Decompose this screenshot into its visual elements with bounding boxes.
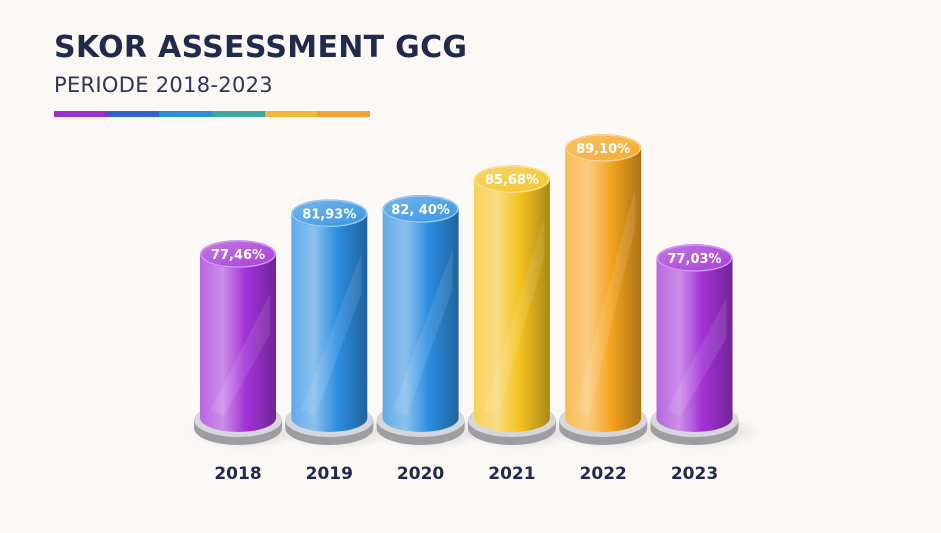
chart-subtitle: PERIODE 2018-2023	[54, 73, 273, 97]
stripe-segment	[106, 111, 160, 117]
bar-body	[473, 179, 550, 432]
bar-2018: 77,46% 2018	[188, 240, 304, 484]
bar-cap-rim	[291, 199, 367, 227]
bar-cap	[565, 134, 642, 162]
value-label: 82, 40%	[391, 203, 450, 218]
bar-body	[656, 258, 733, 432]
bar-cap	[473, 165, 550, 194]
bar-2019: 81,93% 2019	[279, 199, 396, 484]
bar-cap	[291, 199, 368, 228]
bar-2023: 77,03% 2023	[644, 244, 761, 484]
stripe-segment	[317, 111, 371, 117]
value-label: 77,03%	[667, 252, 721, 267]
bar-highlight	[666, 298, 727, 416]
stripe-segment	[264, 111, 318, 117]
bar-body	[200, 254, 276, 432]
bar-cap-rim	[474, 165, 550, 193]
category-label: 2018	[214, 464, 261, 484]
bars-group: 77,46% 2018 81,93% 2019 82, 40% 2020 85,68% 202…	[188, 134, 761, 484]
stripe-segment	[212, 111, 265, 117]
bar-cap-rim	[656, 244, 733, 272]
bar-highlight	[483, 219, 544, 416]
category-label: 2020	[397, 464, 444, 484]
bar-cap-rim	[383, 195, 459, 223]
bar-cap-rim	[200, 240, 276, 268]
value-label: 85,68%	[485, 173, 539, 188]
category-label: 2023	[671, 464, 718, 484]
bar-body	[565, 148, 642, 432]
bar-highlight	[210, 294, 270, 416]
color-stripe	[54, 111, 371, 117]
bar-cap	[200, 240, 276, 269]
stripe-segment	[159, 111, 213, 117]
stripe-segment	[54, 111, 107, 117]
value-label: 89,10%	[576, 142, 630, 157]
bar-2020: 82, 40% 2020	[370, 195, 487, 484]
category-label: 2021	[488, 464, 535, 484]
bar-body	[291, 213, 368, 432]
bar-highlight	[575, 188, 636, 416]
bar-cap	[656, 244, 733, 272]
category-label: 2019	[306, 464, 353, 484]
value-label: 77,46%	[211, 248, 265, 263]
chart-title: SKOR ASSESSMENT GCG	[54, 30, 468, 65]
bar-2021: 85,68% 2021	[461, 165, 578, 484]
bar-highlight	[301, 253, 362, 416]
bar-2022: 89,10% 2022	[553, 134, 670, 484]
bar-highlight	[392, 249, 453, 416]
category-label: 2022	[580, 464, 627, 484]
value-label: 81,93%	[302, 207, 356, 222]
bar-cap-rim	[565, 134, 641, 162]
bar-cap	[382, 195, 459, 224]
bar-body	[382, 209, 459, 432]
